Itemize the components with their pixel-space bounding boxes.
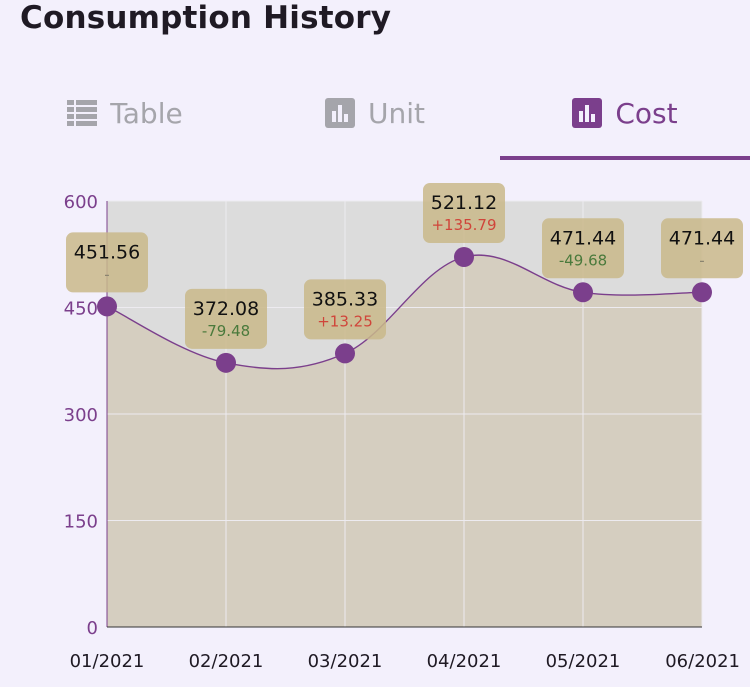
tab-unit[interactable]: Unit bbox=[250, 70, 500, 156]
tab-cost[interactable]: Cost bbox=[500, 70, 750, 156]
delta-label: - bbox=[104, 265, 109, 283]
table-icon bbox=[67, 98, 98, 128]
x-tick-label: 01/2021 bbox=[70, 651, 145, 672]
value-label: 451.56 bbox=[74, 241, 140, 263]
value-label: 471.44 bbox=[669, 227, 735, 249]
delta-label: - bbox=[699, 251, 704, 269]
y-tick-label: 450 bbox=[64, 299, 98, 320]
value-label: 521.12 bbox=[431, 192, 497, 214]
x-tick-label: 02/2021 bbox=[189, 651, 264, 672]
y-tick-label: 600 bbox=[64, 192, 98, 213]
y-tick-label: 150 bbox=[64, 512, 98, 533]
value-label-box bbox=[542, 218, 624, 279]
delta-label: +135.79 bbox=[431, 216, 496, 234]
x-tick-label: 05/2021 bbox=[546, 651, 621, 672]
delta-label: -49.68 bbox=[559, 251, 607, 269]
data-point bbox=[692, 282, 712, 303]
data-point bbox=[454, 247, 474, 268]
delta-label: -79.48 bbox=[202, 322, 250, 340]
value-label-box bbox=[423, 183, 505, 244]
data-point bbox=[573, 282, 593, 303]
active-tab-indicator bbox=[500, 156, 750, 160]
data-point bbox=[97, 296, 117, 317]
value-label: 372.08 bbox=[193, 298, 259, 320]
data-point bbox=[216, 352, 236, 373]
x-tick-label: 04/2021 bbox=[427, 651, 502, 672]
tab-unit-label: Unit bbox=[368, 96, 425, 130]
tab-cost-label: Cost bbox=[615, 96, 678, 130]
value-label-box bbox=[661, 218, 743, 279]
value-label: 471.44 bbox=[550, 227, 616, 249]
value-label: 385.33 bbox=[312, 288, 378, 310]
value-label-box bbox=[304, 279, 386, 340]
bar-chart-icon bbox=[325, 98, 355, 128]
value-label-box bbox=[66, 232, 148, 293]
value-label-box bbox=[185, 288, 267, 349]
bar-chart-icon bbox=[572, 98, 603, 128]
page-title: Consumption History bbox=[20, 0, 392, 36]
y-tick-label: 0 bbox=[87, 618, 98, 639]
x-tick-label: 06/2021 bbox=[665, 651, 740, 672]
tab-table[interactable]: Table bbox=[0, 70, 250, 156]
area-fill bbox=[107, 255, 702, 627]
y-tick-label: 300 bbox=[64, 405, 98, 426]
x-tick-label: 03/2021 bbox=[308, 651, 383, 672]
data-point bbox=[335, 343, 355, 364]
tab-bar: Table Unit Cost bbox=[0, 70, 750, 162]
tab-table-label: Table bbox=[110, 96, 183, 130]
delta-label: +13.25 bbox=[317, 312, 373, 330]
